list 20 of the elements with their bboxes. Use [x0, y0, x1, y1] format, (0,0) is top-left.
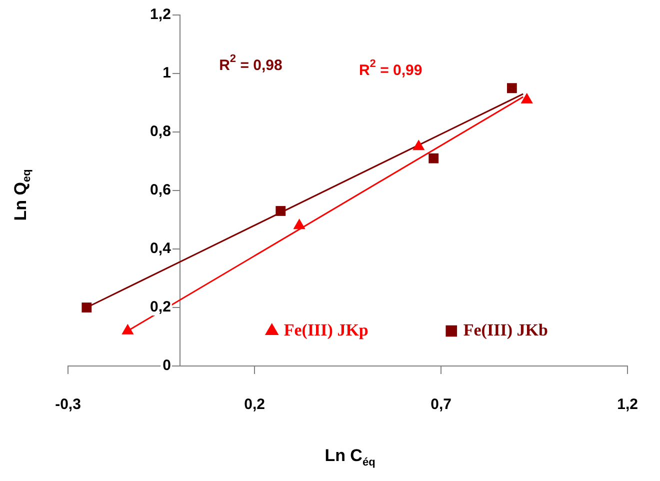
y-tick-label: 0,6	[150, 182, 171, 199]
x-tick-label: 0,7	[430, 396, 452, 414]
x-tick-label: 1,2	[617, 396, 638, 414]
y-tick-label: 1,2	[150, 6, 171, 24]
point	[506, 83, 517, 94]
point	[428, 153, 439, 164]
point	[276, 206, 286, 216]
y-tick-label: 1	[162, 64, 171, 82]
point	[293, 218, 306, 230]
y-tick-label: 0,2	[150, 298, 171, 316]
x-tick-label: -0,3	[55, 396, 81, 414]
x-axis-title: Ln C$_{éq}$	[324, 446, 376, 468]
legend-label: Fe(III) JKp	[284, 320, 368, 340]
legend-label: Fe(III) JKb	[463, 320, 548, 340]
y-tick-label: 0,8	[150, 123, 171, 140]
point	[122, 324, 134, 334]
y-tick-label: 0	[162, 357, 171, 374]
point	[412, 140, 425, 150]
y-tick-label: 0,4	[150, 240, 172, 258]
x-tick-label: 0,2	[244, 396, 265, 414]
